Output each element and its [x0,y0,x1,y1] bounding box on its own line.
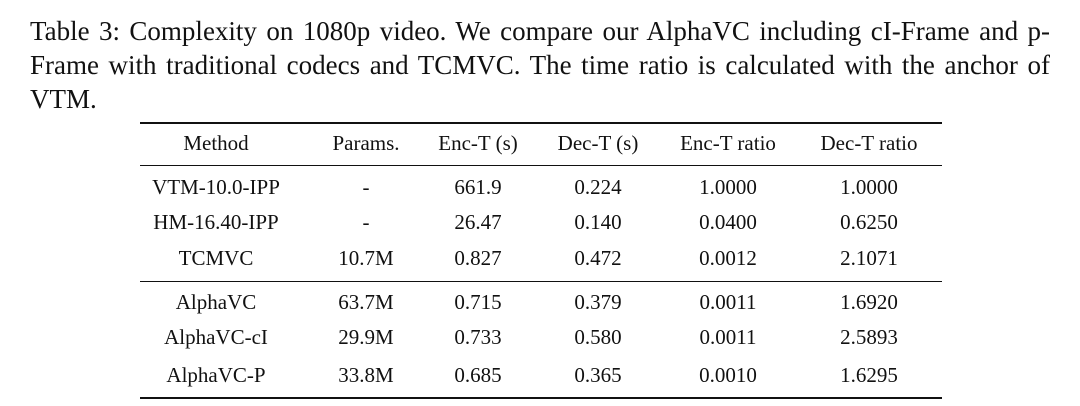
table-cell: 0.733 [454,325,502,349]
method-cell: VTM-10.0-IPP [152,175,280,199]
method-cell: AlphaVC-P [166,363,266,387]
method-cell: TCMVC [178,246,254,270]
table-cell: 10.7M [338,246,394,270]
table-caption: Table 3: Complexity on 1080p video. We c… [30,16,1050,114]
column-header: Enc-T ratio [680,131,776,155]
table-cell: 0.715 [454,290,502,314]
table-cell: 2.5893 [840,325,898,349]
table-rule [140,122,942,124]
table-cell: 1.6920 [840,290,898,314]
table-cell: 1.6295 [840,363,898,387]
table-cell: 63.7M [338,290,394,314]
method-cell: AlphaVC-cI [164,325,268,349]
method-cell: AlphaVC [175,290,257,314]
column-header: Enc-T (s) [438,131,518,155]
table-cell: 1.0000 [699,175,757,199]
table-cell: 1.0000 [840,175,898,199]
table-cell: 0.0011 [699,290,757,314]
table-cell: 0.0400 [699,210,757,234]
column-header: Params. [332,131,400,155]
table-cell: 0.685 [454,363,502,387]
method-cell: HM-16.40-IPP [153,210,279,234]
table-cell: 0.0012 [699,246,757,270]
column-header: Method [183,131,249,155]
table-cell: 0.365 [574,363,622,387]
table-cell: 0.140 [574,210,622,234]
table-rule [140,397,942,399]
table-cell: 33.8M [338,363,394,387]
column-header: Dec-T (s) [557,131,639,155]
table-cell: 0.224 [574,175,622,199]
table-cell: - [362,175,370,199]
table-cell: 0.0011 [699,325,757,349]
table-cell: 0.6250 [840,210,898,234]
table-cell: 2.1071 [840,246,898,270]
table-cell: 0.0010 [699,363,757,387]
table-cell: 29.9M [338,325,394,349]
table-cell: 0.379 [574,290,622,314]
table-cell: 0.472 [574,246,622,270]
table-cell: 0.827 [454,246,502,270]
table-rule [140,165,942,166]
table-cell: 26.47 [454,210,502,234]
table-cell: 0.580 [574,325,622,349]
table-cell: 661.9 [454,175,502,199]
column-header: Dec-T ratio [820,131,918,155]
table-cell: - [362,210,370,234]
table-rule [140,281,942,282]
